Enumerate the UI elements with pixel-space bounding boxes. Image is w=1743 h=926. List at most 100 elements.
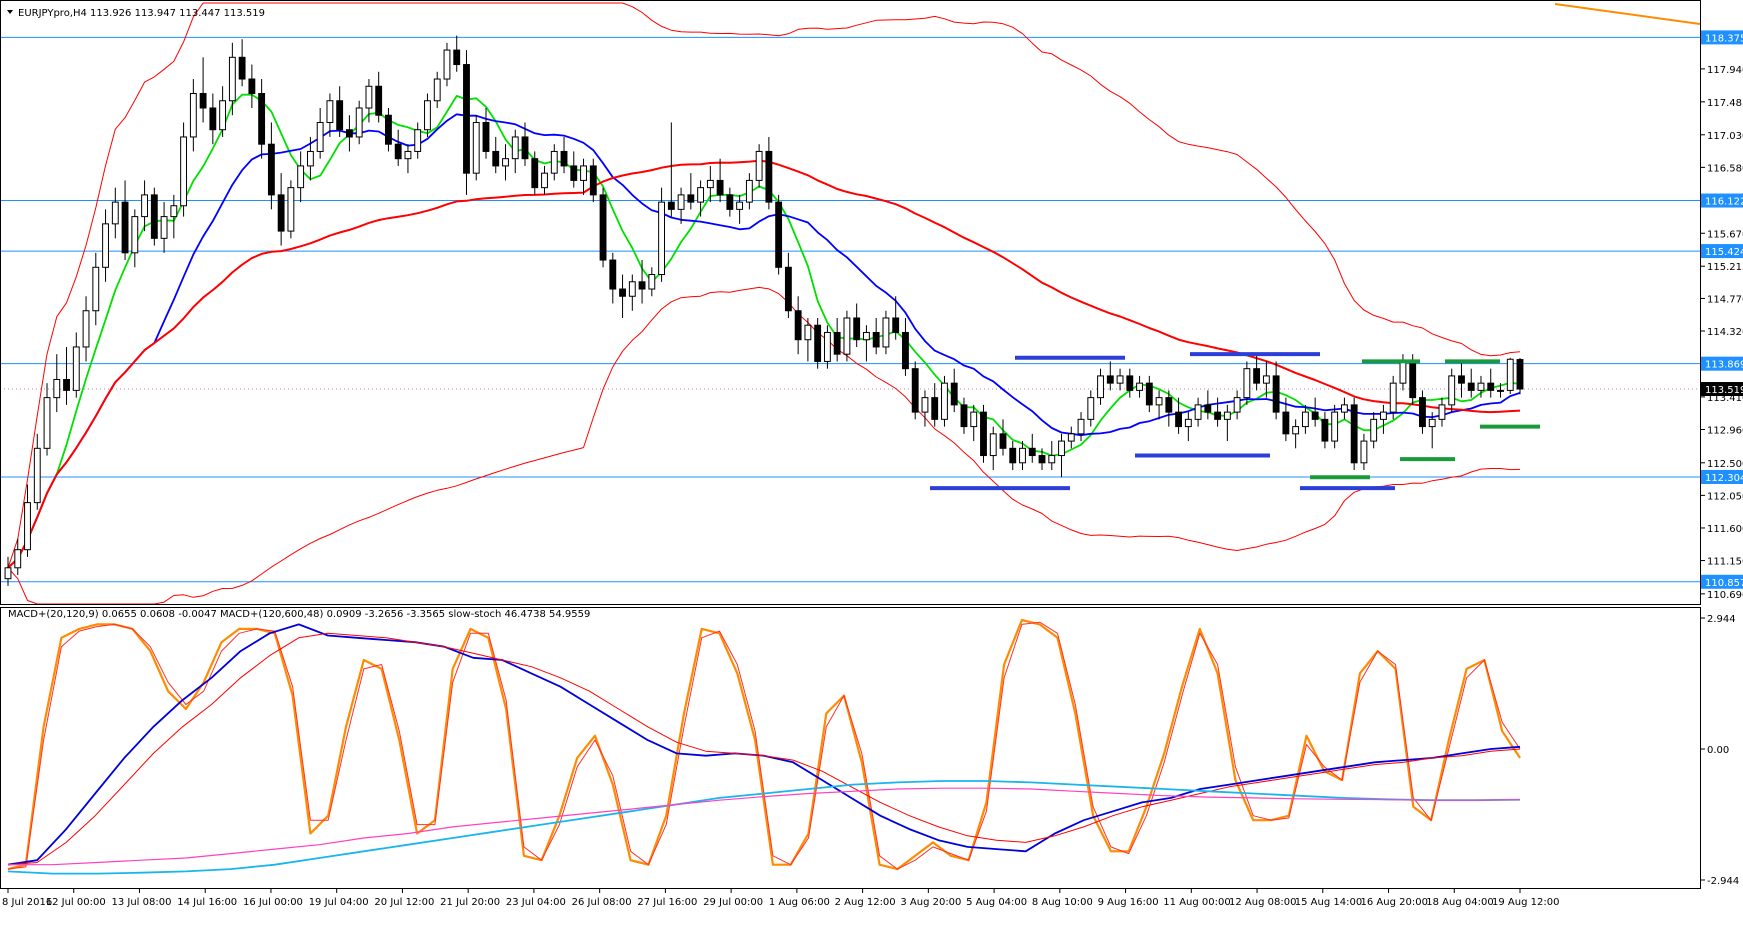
candle[interactable] (794, 296, 802, 355)
candle[interactable] (1175, 397, 1183, 434)
candle[interactable] (297, 151, 305, 203)
candle[interactable] (482, 107, 490, 159)
candle[interactable] (248, 64, 256, 108)
candle[interactable] (999, 419, 1007, 456)
candle[interactable] (755, 144, 763, 188)
candle[interactable] (1497, 383, 1504, 398)
candle[interactable] (784, 252, 792, 318)
candle[interactable] (1448, 368, 1456, 413)
candle[interactable] (1019, 441, 1026, 471)
candle[interactable] (1233, 390, 1241, 420)
candle[interactable] (1380, 404, 1387, 434)
candle[interactable] (541, 165, 548, 195)
candle[interactable] (1038, 448, 1046, 471)
candle[interactable] (443, 42, 451, 87)
candle[interactable] (463, 50, 470, 195)
candle[interactable] (306, 136, 314, 181)
candle[interactable] (258, 79, 266, 159)
support-resistance-markers[interactable] (930, 352, 1540, 491)
candle[interactable] (697, 180, 705, 217)
candle[interactable] (1087, 390, 1095, 427)
candle[interactable] (1214, 397, 1222, 427)
candle[interactable] (667, 122, 675, 217)
candle[interactable] (677, 187, 685, 224)
candle[interactable] (1331, 404, 1339, 449)
candle[interactable] (131, 209, 139, 268)
candle[interactable] (716, 158, 724, 203)
candle[interactable] (1458, 361, 1465, 398)
price-pane[interactable]: EURJPYpro,H4 113.926 113.947 113.447 113… (0, 2, 1701, 605)
candle[interactable] (1097, 368, 1104, 405)
candle[interactable] (531, 151, 539, 195)
candle[interactable] (1516, 358, 1524, 395)
candle[interactable] (404, 144, 412, 174)
candle[interactable] (102, 209, 109, 282)
candle[interactable] (765, 136, 773, 210)
candle[interactable] (72, 332, 80, 398)
pane-menu-triangle-icon[interactable] (7, 10, 13, 14)
candle[interactable] (141, 180, 148, 232)
candle[interactable] (1116, 368, 1124, 391)
candle[interactable] (706, 165, 714, 203)
candle[interactable] (414, 122, 422, 159)
candle[interactable] (1145, 375, 1153, 413)
candle[interactable] (238, 39, 246, 87)
candle[interactable] (1467, 368, 1475, 398)
candle[interactable] (902, 317, 909, 376)
candle[interactable] (960, 397, 968, 434)
candle[interactable] (1311, 397, 1319, 427)
candle[interactable] (648, 267, 656, 297)
candle[interactable] (4, 556, 12, 586)
candle[interactable] (1243, 361, 1251, 405)
candle[interactable] (111, 187, 119, 239)
candle[interactable] (941, 375, 948, 427)
candle[interactable] (189, 79, 197, 152)
candle[interactable] (589, 158, 597, 203)
candle[interactable] (1184, 412, 1192, 442)
candle[interactable] (1321, 412, 1329, 449)
candle[interactable] (160, 202, 168, 253)
candle[interactable] (521, 122, 529, 166)
candle[interactable] (199, 57, 207, 123)
candle[interactable] (599, 187, 607, 268)
candle[interactable] (1136, 375, 1143, 398)
candle[interactable] (1077, 412, 1085, 442)
candle[interactable] (726, 187, 734, 217)
candle[interactable] (14, 538, 22, 576)
candle[interactable] (1360, 433, 1368, 471)
candle[interactable] (687, 173, 695, 210)
candle[interactable] (1262, 361, 1270, 398)
candle[interactable] (833, 317, 841, 362)
candle[interactable] (1506, 357, 1514, 395)
candle[interactable] (375, 71, 383, 123)
candle[interactable] (1370, 412, 1378, 449)
candle[interactable] (862, 325, 870, 362)
candle[interactable] (853, 303, 861, 347)
candle[interactable] (1438, 397, 1446, 427)
candle[interactable] (267, 122, 275, 210)
candle[interactable] (1292, 419, 1300, 449)
candle[interactable] (150, 187, 158, 246)
candle[interactable] (1253, 354, 1261, 391)
candle[interactable] (1165, 390, 1173, 427)
candle[interactable] (433, 71, 441, 108)
candle[interactable] (1419, 390, 1426, 434)
candle[interactable] (872, 317, 880, 355)
candle[interactable] (658, 187, 666, 282)
candle[interactable] (336, 86, 344, 137)
candle[interactable] (892, 296, 900, 340)
candle[interactable] (209, 93, 217, 145)
candle[interactable] (736, 194, 744, 224)
candle[interactable] (219, 86, 227, 137)
candle[interactable] (1428, 412, 1436, 449)
candle[interactable] (326, 93, 334, 137)
candle[interactable] (882, 310, 890, 355)
candle[interactable] (121, 180, 129, 261)
candle[interactable] (804, 317, 812, 362)
indicator-pane[interactable]: MACD+(20,120,9) 0.0655 0.0608 -0.0047 MA… (7, 609, 1521, 875)
candle[interactable] (560, 136, 568, 174)
candle[interactable] (911, 361, 919, 420)
candlesticks[interactable] (4, 35, 1524, 586)
candle[interactable] (745, 173, 753, 210)
